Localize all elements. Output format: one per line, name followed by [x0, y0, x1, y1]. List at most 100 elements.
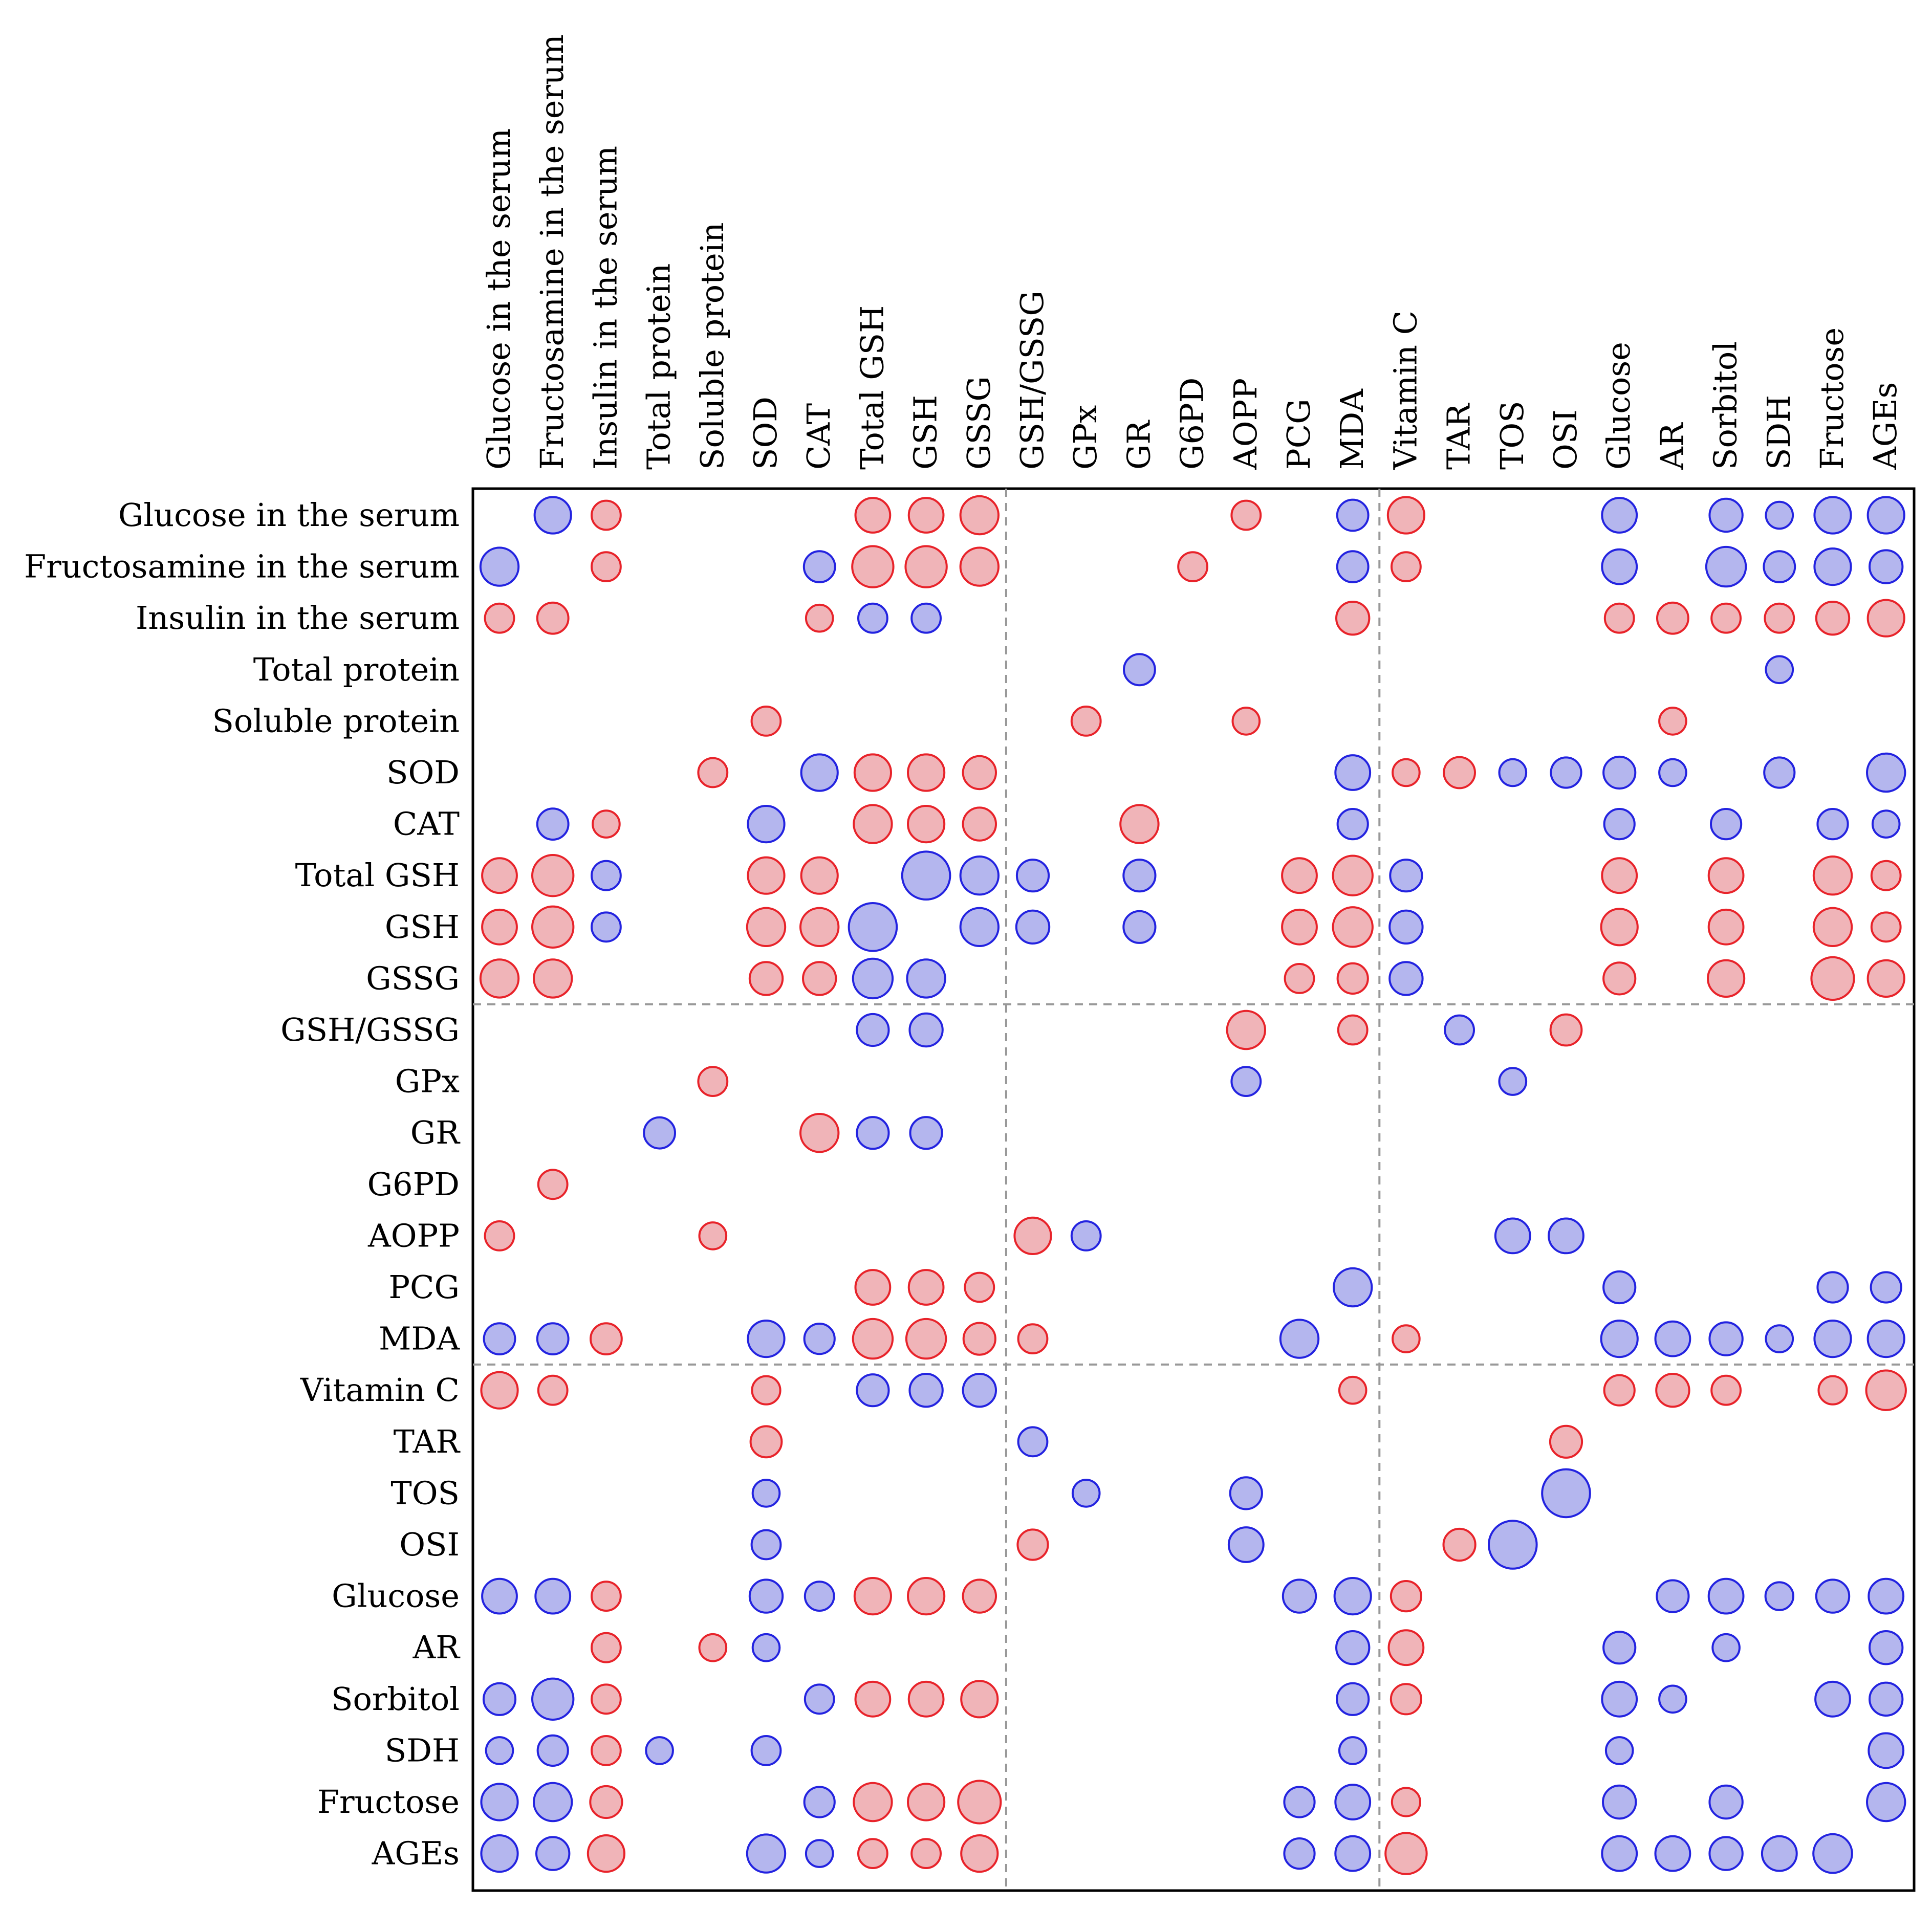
bubble-mda-vs-gsh-gssg — [1017, 1323, 1049, 1355]
bubble-insulin-in-the-serum-vs-gsh — [910, 602, 942, 634]
bubble-fructosamine-in-the-serum-vs-cat — [802, 550, 836, 583]
bubble-fructose-vs-glucose — [1602, 1784, 1637, 1820]
bubble-sod-vs-ar — [1658, 758, 1687, 787]
bubble-glucose-vs-sod — [748, 1578, 784, 1614]
bubble-sorbitol-vs-fructose — [1814, 1680, 1851, 1718]
bubble-glucose-vs-mda — [1333, 1577, 1372, 1616]
bubble-cat-vs-mda — [1336, 808, 1369, 841]
bubble-ar-vs-sod — [751, 1633, 781, 1662]
bubble-ar-vs-glucose — [1602, 1631, 1637, 1665]
row-label-gssg: GSSG — [366, 959, 460, 997]
bubble-total-gsh-vs-fructosamine-in-the-serum — [531, 854, 575, 897]
bubble-total-gsh-vs-gsh — [901, 850, 951, 901]
bubble-gssg-vs-ages — [1866, 959, 1905, 998]
row-label-aopp: AOPP — [367, 1217, 460, 1254]
bubble-pcg-vs-fructose — [1816, 1271, 1849, 1304]
bubble-pcg-vs-ages — [1870, 1271, 1902, 1304]
bubble-glucose-vs-insulin-in-the-serum — [591, 1581, 622, 1612]
bubble-mda-vs-sod — [747, 1320, 786, 1358]
bubble-sdh-vs-ages — [1868, 1732, 1905, 1769]
bubble-mda-vs-ages — [1866, 1320, 1905, 1358]
column-label-gr: GR — [1120, 419, 1157, 470]
bubble-glucose-vs-vitamin-c — [1390, 1580, 1422, 1613]
bubble-aopp-vs-glucose-in-the-serum — [484, 1220, 515, 1252]
bubble-gsh-vs-sod — [746, 907, 787, 948]
bubble-gsh-vs-vitamin-c — [1388, 909, 1424, 945]
bubble-glucose-vs-ages — [1868, 1577, 1905, 1615]
bubble-ar-vs-insulin-in-the-serum — [591, 1632, 622, 1663]
bubble-sod-vs-mda — [1334, 754, 1372, 791]
bubble-gr-vs-gsh — [909, 1116, 943, 1150]
bubble-osi-vs-tos — [1488, 1520, 1538, 1570]
bubble-sod-vs-tos — [1498, 758, 1528, 787]
bubble-ages-vs-gsh — [910, 1838, 942, 1870]
bubble-gsh-vs-gssg — [959, 907, 1000, 948]
bubble-tar-vs-sod — [749, 1425, 783, 1459]
bubble-soluble-protein-vs-sod — [750, 706, 782, 737]
row-label-glucose: Glucose — [332, 1577, 460, 1615]
bubble-osi-vs-gsh-gssg — [1016, 1528, 1049, 1561]
column-label-total-gsh: Total GSH — [853, 305, 891, 470]
bubble-sod-vs-ages — [1866, 752, 1906, 793]
bubble-fructosamine-in-the-serum-vs-insulin-in-the-serum — [591, 551, 622, 582]
bubble-glucose-in-the-serum-vs-gssg — [959, 495, 1000, 536]
row-label-cat: CAT — [393, 805, 460, 843]
bubble-pcg-vs-gssg — [964, 1271, 995, 1303]
column-label-pcg: PCG — [1280, 399, 1317, 470]
row-label-soluble-protein: Soluble protein — [212, 702, 460, 739]
bubble-mda-vs-glucose — [1600, 1320, 1639, 1358]
bubble-tos-vs-gpx — [1071, 1479, 1101, 1508]
bubble-vitamin-c-vs-ar — [1655, 1373, 1690, 1408]
bubble-glucose-vs-glucose-in-the-serum — [481, 1577, 518, 1615]
bubble-gsh-gssg-vs-total-gsh — [856, 1013, 890, 1047]
bubble-sorbitol-vs-cat — [804, 1683, 835, 1715]
bubble-fructose-vs-glucose-in-the-serum — [480, 1783, 519, 1822]
bubble-glucose-in-the-serum-vs-total-gsh — [854, 497, 892, 534]
bubble-cat-vs-glucose — [1603, 808, 1636, 841]
bubble-ages-vs-sorbitol — [1708, 1836, 1744, 1871]
bubble-gssg-vs-cat — [802, 961, 837, 996]
bubble-total-gsh-vs-ages — [1870, 860, 1902, 891]
bubble-sod-vs-sdh — [1763, 756, 1796, 789]
bubble-gsh-vs-gr — [1122, 910, 1157, 944]
column-label-osi: OSI — [1547, 409, 1584, 470]
bubble-ages-vs-sdh — [1761, 1835, 1798, 1872]
column-label-gpx: GPx — [1067, 405, 1104, 470]
row-label-g6pd: G6PD — [367, 1166, 460, 1203]
bubble-sorbitol-vs-insulin-in-the-serum — [591, 1683, 622, 1715]
bubble-sdh-vs-total-protein — [645, 1736, 674, 1765]
column-label-vitamin-c: Vitamin C — [1386, 311, 1424, 470]
bubble-glucose-vs-cat — [804, 1581, 835, 1612]
bubble-osi-vs-aopp — [1227, 1526, 1265, 1563]
bubble-insulin-in-the-serum-vs-sdh — [1764, 602, 1795, 634]
bubble-insulin-in-the-serum-vs-mda — [1335, 601, 1371, 636]
bubble-total-gsh-vs-sod — [747, 856, 786, 895]
bubble-total-protein-vs-gr — [1123, 653, 1156, 687]
bubble-fructosamine-in-the-serum-vs-total-gsh — [851, 545, 895, 588]
bubble-insulin-in-the-serum-vs-fructose — [1815, 601, 1851, 636]
bubble-sorbitol-vs-vitamin-c — [1390, 1683, 1422, 1716]
bubble-glucose-in-the-serum-vs-glucose — [1601, 497, 1638, 534]
bubble-vitamin-c-vs-total-gsh — [856, 1373, 890, 1408]
bubble-fructosamine-in-the-serum-vs-glucose — [1601, 548, 1638, 585]
bubble-sorbitol-vs-glucose — [1601, 1680, 1638, 1718]
bubble-aopp-vs-tos — [1494, 1217, 1531, 1255]
bubble-aopp-vs-soluble-protein — [698, 1221, 728, 1250]
bubble-glucose-vs-ar — [1656, 1579, 1690, 1613]
column-label-tos: TOS — [1493, 401, 1531, 470]
bubble-cat-vs-total-gsh — [853, 804, 893, 844]
bubble-tos-vs-sod — [751, 1479, 781, 1508]
bubble-ar-vs-soluble-protein — [698, 1633, 728, 1662]
bubble-total-gsh-vs-gr — [1122, 859, 1157, 893]
bubble-aopp-vs-gsh-gssg — [1013, 1216, 1052, 1255]
bubble-cat-vs-gssg — [962, 806, 997, 842]
bubble-gsh-vs-glucose — [1600, 908, 1639, 947]
bubble-gr-vs-total-protein — [643, 1116, 676, 1150]
column-label-glucose: Glucose — [1600, 342, 1637, 470]
bubble-gssg-vs-glucose-in-the-serum — [479, 958, 520, 999]
bubble-cat-vs-gsh — [907, 805, 946, 844]
bubble-gssg-vs-total-gsh — [852, 957, 894, 1000]
bubble-vitamin-c-vs-glucose-in-the-serum — [480, 1371, 519, 1410]
bubble-glucose-vs-fructosamine-in-the-serum — [534, 1577, 572, 1615]
